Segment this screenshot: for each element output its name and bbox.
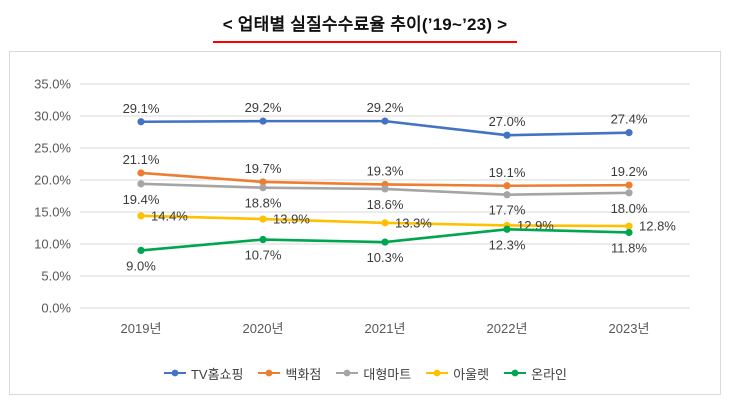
data-label: 17.7% [489,203,526,218]
data-point [381,117,389,125]
y-tick-label: 30.0% [34,109,71,124]
data-label: 27.4% [611,112,648,127]
legend-label: TV홈쇼핑 [190,366,244,382]
data-point [259,184,267,192]
legend-marker-icon [426,369,449,377]
data-label: 29.1% [123,101,160,116]
data-point [259,235,267,244]
data-label: 18.6% [367,197,404,212]
y-tick-label: 15.0% [34,205,71,220]
data-label: 10.3% [367,250,404,265]
legend-label: 아울렛 [453,366,490,382]
data-label: 13.9% [273,212,310,227]
data-point [259,215,267,223]
data-point [381,219,389,227]
data-point [503,191,511,199]
data-point [503,131,511,139]
data-point [625,129,633,137]
data-label: 21.1% [123,152,160,167]
chart-title: < 업태별 실질수수료율 추이(’19~’23) > [212,10,518,43]
data-label: 11.8% [611,240,647,255]
data-point [381,185,389,193]
data-point [503,182,511,190]
legend-label: 온라인 [531,366,567,382]
data-label: 19.4% [123,192,160,207]
data-point [137,169,145,177]
legend-item: 아울렛 [425,364,489,383]
data-point [625,189,633,197]
data-point [137,212,145,220]
data-label: 18.8% [245,196,282,211]
legend-marker-icon [336,369,359,377]
legend-item: TV홈쇼핑 [163,364,244,383]
y-tick-label: 10.0% [34,237,71,252]
y-tick-label: 25.0% [34,141,71,156]
y-tick-label: 20.0% [34,173,71,188]
legend-label: 백화점 [285,366,322,382]
legend-item: 온라인 [503,364,567,383]
data-point [259,178,267,186]
data-label: 12.8% [639,219,676,234]
x-tick-label: 2020년 [243,321,284,336]
data-label: 9.0% [126,258,156,273]
data-point [137,118,145,126]
data-point [381,238,389,246]
data-point [137,180,145,188]
data-label: 29.2% [367,100,404,115]
y-tick-label: 5.0% [41,269,71,284]
legend-item: 대형마트 [335,364,411,383]
data-label: 29.2% [245,100,282,115]
data-point [625,222,633,230]
data-label: 27.0% [489,114,526,129]
x-tick-label: 2019년 [121,321,162,336]
data-label: 19.2% [611,164,648,179]
data-point [137,246,145,254]
x-tick-label: 2023년 [609,321,650,336]
data-label: 10.7% [245,248,282,263]
chart-legend: TV홈쇼핑 백화점 대형마트 아울렛 온라인 [10,359,720,387]
x-tick-label: 2022년 [487,321,528,336]
y-tick-label: 35.0% [34,77,71,92]
data-point [503,225,511,233]
data-label: 14.4% [151,208,188,223]
data-label: 12.3% [489,237,526,252]
line-chart: 0.0% 5.0% 10.0% 15.0% 20.0% 25.0% 30.0% 35.0% 20… [34,77,690,336]
data-point [625,228,633,237]
data-point [259,117,267,125]
legend-label: 대형마트 [363,366,412,382]
data-label: 19.1% [489,165,526,180]
legend-marker-icon [504,369,527,377]
data-label: 13.3% [395,215,432,230]
x-tick-label: 2021년 [365,321,406,336]
legend-marker-icon [163,369,186,377]
legend-item: 백화점 [257,364,321,383]
data-label: 19.3% [367,163,404,178]
data-label: 18.0% [611,201,648,216]
legend-marker-icon [258,369,281,377]
y-tick-label: 0.0% [41,301,71,316]
commission-rate-chart: 0.0% 5.0% 10.0% 15.0% 20.0% 25.0% 30.0% 35.0% 20… [9,51,721,395]
chart-title-wrap: < 업태별 실질수수료율 추이(’19~’23) > [0,10,730,43]
data-label: 19.7% [245,161,282,176]
data-point [625,181,633,189]
